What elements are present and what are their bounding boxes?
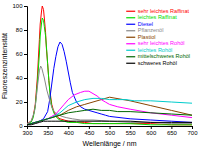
series-line	[27, 109, 192, 125]
legend-swatch	[126, 63, 135, 64]
legend-label: schweres Rohöl	[138, 60, 177, 66]
tick-mark	[151, 126, 152, 129]
legend-swatch	[126, 30, 135, 31]
tick-mark	[192, 126, 193, 129]
tick-mark	[24, 30, 27, 31]
tick: 500	[105, 126, 116, 136]
legend-swatch	[126, 43, 135, 44]
tick-mark	[89, 126, 90, 129]
tick-label: 80	[16, 27, 23, 33]
tick-label: 650	[167, 130, 178, 136]
legend-label: mittelschweres Rohöl	[138, 53, 190, 59]
legend-swatch	[126, 50, 135, 51]
tick: 100	[12, 3, 27, 9]
legend-swatch	[126, 11, 135, 12]
legend-label: Pflanzenöl	[138, 27, 164, 33]
axis-line	[24, 7, 28, 127]
tick: 700	[187, 126, 198, 136]
chart: 300 350 400 450 500 550 600 650 700 0 20 40 60 80 100 W…	[0, 0, 200, 150]
tick: 300	[22, 126, 33, 136]
tick: 600	[146, 126, 157, 136]
series-line	[27, 42, 192, 125]
legend-swatch	[126, 17, 135, 18]
tick: 0	[19, 123, 27, 129]
series-line	[27, 18, 192, 125]
tick-mark	[24, 6, 27, 7]
tick: 60	[16, 51, 27, 57]
tick-mark	[110, 126, 111, 129]
legend-swatch	[126, 37, 135, 38]
legend-swatch	[126, 56, 135, 57]
series-line	[27, 97, 192, 125]
tick-label: 700	[187, 130, 198, 136]
tick: 350	[43, 126, 54, 136]
tick-mark	[68, 126, 69, 129]
tick: 40	[16, 75, 27, 81]
legend-label: sehr leichtes Rohöl	[138, 40, 185, 46]
legend-label: leichtes Raffinat	[138, 14, 178, 20]
axis-line	[28, 127, 193, 130]
legend-label: Diesel	[138, 21, 153, 27]
tick-mark	[24, 102, 27, 103]
y-axis-title: Fluoreszenzintensität	[1, 33, 8, 99]
tick-mark	[48, 126, 49, 129]
tick: 550	[126, 126, 137, 136]
legend-label: sehr leichtes Raffinat	[138, 8, 190, 14]
tick-label: 60	[16, 51, 23, 57]
tick-label: 350	[43, 130, 54, 136]
series-line	[27, 121, 192, 125]
tick-mark	[24, 54, 27, 55]
tick: 400	[64, 126, 75, 136]
legend-label: Plastiol	[138, 34, 156, 40]
tick-label: 300	[22, 130, 33, 136]
tick-label: 400	[64, 130, 75, 136]
x-axis: 300 350 400 450 500 550 600 650 700	[22, 126, 198, 136]
x-axis-title: Wellenlänge / nm	[83, 140, 137, 148]
series-line	[27, 91, 192, 125]
tick-label: 500	[105, 130, 116, 136]
series-line	[27, 98, 192, 124]
tick-mark	[130, 126, 131, 129]
legend-swatch	[126, 24, 135, 25]
tick: 20	[16, 99, 27, 105]
tick-label: 40	[16, 75, 23, 81]
tick-label: 20	[16, 99, 23, 105]
legend: sehr leichtes Raffinatleichtes RaffinatD…	[126, 8, 190, 66]
tick: 80	[16, 27, 27, 33]
tick-label: 550	[126, 130, 137, 136]
series-line	[27, 6, 192, 125]
tick: 450	[84, 126, 95, 136]
y-axis: 0 20 40 60 80 100	[12, 3, 27, 129]
tick-label: 100	[12, 3, 23, 9]
tick-mark	[24, 126, 27, 127]
tick-label: 450	[84, 130, 95, 136]
chart-container: 300 350 400 450 500 550 600 650 700 0 20 40 60 80 100 W…	[0, 0, 200, 150]
plot-area	[27, 6, 192, 125]
tick-label: 0	[19, 123, 23, 129]
tick-mark	[24, 78, 27, 79]
legend-label: leichtes Rohöl	[138, 47, 173, 53]
tick: 650	[167, 126, 178, 136]
tick-mark	[171, 126, 172, 129]
tick-label: 600	[146, 130, 157, 136]
